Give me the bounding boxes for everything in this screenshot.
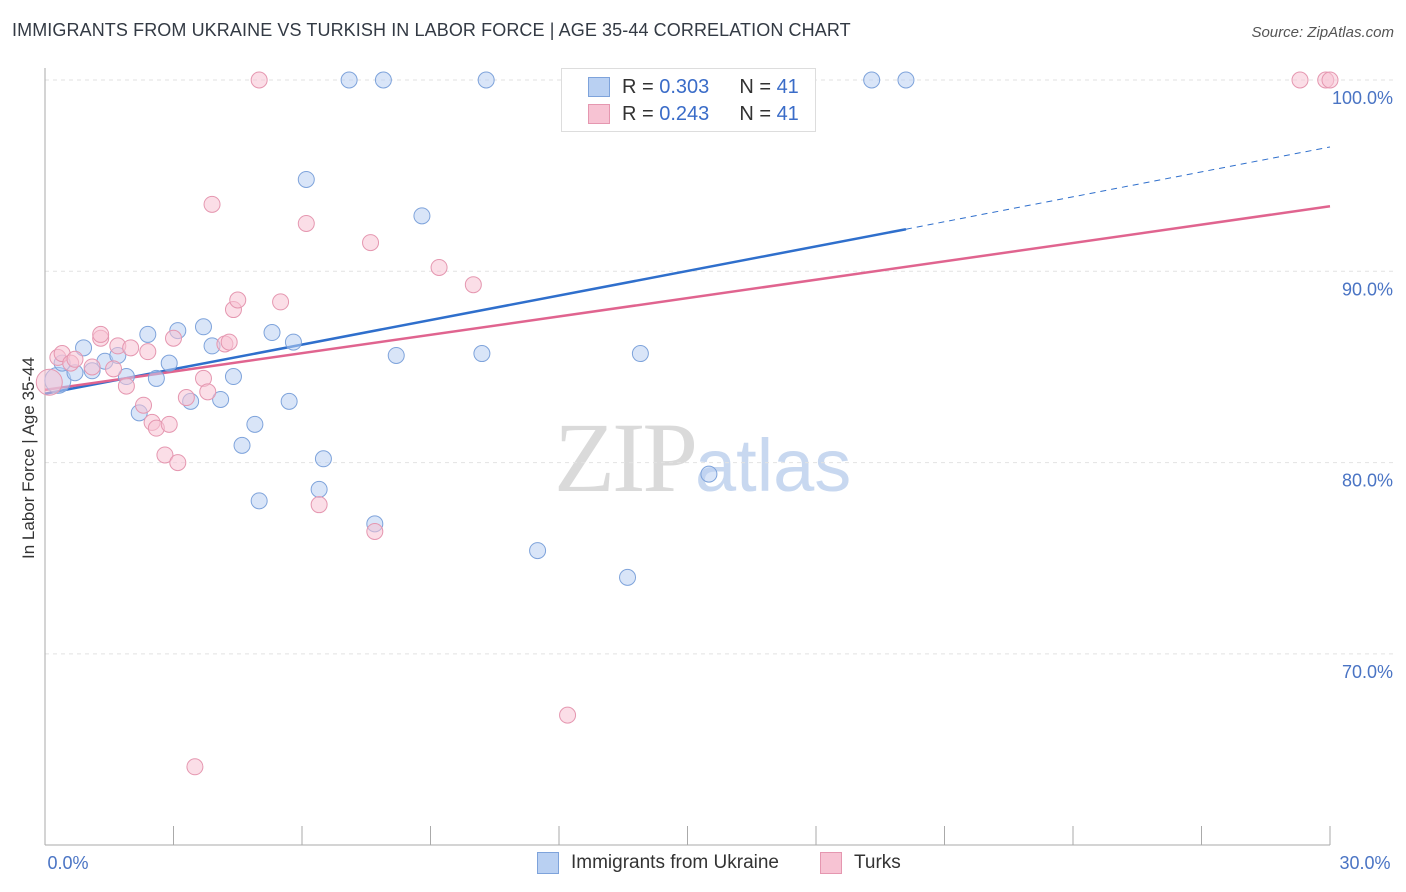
- turks-point: [135, 396, 153, 414]
- turks-n-value: 41: [776, 102, 799, 125]
- turks-point: [165, 329, 182, 347]
- chart-source: Source: ZipAtlas.com: [1251, 24, 1394, 41]
- turks-n-label: N =: [739, 102, 771, 125]
- ukraine-point: [477, 71, 495, 89]
- axes: [44, 68, 1331, 846]
- ukraine-point: [700, 465, 718, 483]
- ukraine-point: [529, 542, 547, 560]
- ukraine-legend-label: Immigrants from Ukraine: [571, 852, 779, 873]
- turks-legend-label: Turks: [854, 852, 901, 873]
- turks-point: [35, 368, 63, 396]
- legend-row-turks: R = 0.243 N = 41: [588, 102, 799, 126]
- ukraine-r-label: R =: [622, 75, 654, 98]
- ukraine-point: [284, 333, 302, 351]
- turks-point: [139, 343, 157, 361]
- turks-point: [169, 454, 187, 472]
- ukraine-point: [139, 325, 157, 343]
- turks-point: [229, 291, 247, 309]
- turks-point: [92, 325, 110, 343]
- turks-point: [297, 214, 315, 232]
- ukraine-point: [147, 369, 165, 387]
- ukraine-point: [374, 71, 392, 89]
- ukraine-point: [340, 71, 358, 89]
- turks-point: [117, 377, 135, 395]
- ukraine-point: [297, 170, 315, 188]
- ukraine-swatch: [588, 77, 610, 97]
- turks-point: [186, 758, 204, 776]
- turks-point: [105, 360, 123, 378]
- y-tick-label: 90.0%: [1342, 279, 1393, 299]
- watermark-zip: ZIP: [554, 402, 698, 513]
- x-tick-label: 0.0%: [47, 853, 88, 873]
- ukraine-point: [631, 345, 649, 363]
- turks-point: [250, 71, 268, 89]
- ukraine-point: [897, 71, 915, 89]
- ukraine-point: [387, 346, 405, 364]
- y-tick-label: 70.0%: [1342, 662, 1393, 682]
- turks-point: [122, 339, 140, 357]
- turks-point: [199, 383, 217, 401]
- y-tick-label: 100.0%: [1332, 88, 1393, 108]
- data-points: [35, 71, 1339, 776]
- turks-point: [83, 358, 101, 376]
- ukraine-point: [263, 324, 281, 342]
- y-tick-label: 80.0%: [1342, 471, 1393, 491]
- turks-point: [362, 234, 380, 252]
- bottom-legend-turks[interactable]: Turks: [820, 852, 901, 874]
- turks-point: [366, 522, 384, 540]
- ukraine-point: [246, 415, 264, 433]
- bottom-legend-ukraine[interactable]: Immigrants from Ukraine: [537, 852, 779, 874]
- ukraine-point: [160, 354, 178, 372]
- turks-point: [1291, 71, 1309, 89]
- ukraine-point: [194, 318, 212, 336]
- turks-point: [430, 258, 448, 276]
- ukraine-trend-extension: [905, 146, 1331, 230]
- ukraine-r-value: 0.303: [659, 75, 710, 98]
- ukraine-n-value: 41: [776, 75, 799, 98]
- trend-lines: [44, 146, 1331, 395]
- legend-row-ukraine: R = 0.303 N = 41: [588, 75, 799, 99]
- turks-point: [177, 389, 195, 407]
- watermark: ZIPatlas: [554, 400, 851, 515]
- ukraine-n-label: N =: [739, 75, 771, 98]
- turks-swatch: [588, 104, 610, 124]
- turks-point: [220, 333, 238, 351]
- ukraine-point: [863, 71, 881, 89]
- ukraine-trend-line: [44, 227, 907, 395]
- ukraine-point: [310, 480, 328, 498]
- turks-point: [559, 706, 577, 724]
- turks-point: [66, 350, 84, 368]
- y-axis-title: In Labor Force | Age 35-44: [19, 357, 38, 559]
- turks-r-value: 0.243: [659, 102, 710, 125]
- ukraine-point: [212, 390, 230, 408]
- ukraine-point: [224, 368, 242, 386]
- ukraine-point: [473, 345, 491, 363]
- ukraine-point: [314, 450, 332, 468]
- turks-point: [272, 293, 290, 311]
- x-tick-label: 30.0%: [1339, 853, 1390, 873]
- turks-point: [1321, 71, 1339, 89]
- ukraine-point: [619, 568, 637, 586]
- turks-point: [160, 415, 178, 433]
- correlation-legend: R = 0.303 N = 41 R = 0.243 N = 41: [561, 68, 816, 132]
- ukraine-point: [280, 392, 298, 410]
- watermark-atlas: atlas: [695, 424, 852, 507]
- turks-point: [310, 496, 328, 514]
- ukraine-point: [413, 207, 431, 225]
- turks-point: [464, 276, 482, 294]
- chart-title: IMMIGRANTS FROM UKRAINE VS TURKISH IN LA…: [12, 20, 851, 40]
- turks-point: [156, 446, 174, 464]
- turks-point: [203, 195, 221, 213]
- ukraine-legend-swatch: [537, 852, 559, 874]
- turks-r-label: R =: [622, 102, 654, 125]
- gridlines: [45, 79, 1395, 655]
- ukraine-point: [233, 436, 251, 454]
- ukraine-point: [250, 492, 268, 510]
- ukraine-point: [75, 339, 93, 357]
- axis-labels: 70.0% 80.0% 90.0% 100.0% 0.0% 30.0% In Labor F…: [19, 88, 1393, 873]
- turks-legend-swatch: [820, 852, 842, 874]
- turks-trend-line: [44, 205, 1331, 392]
